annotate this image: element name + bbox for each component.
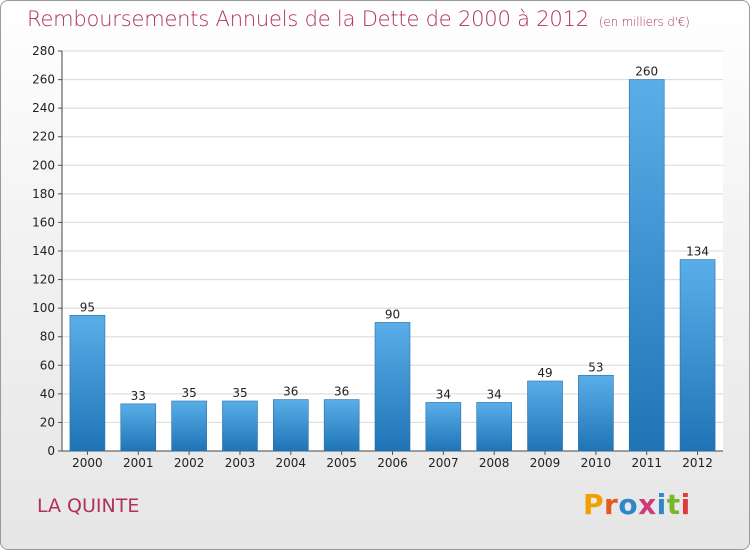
y-tick-label: 120 xyxy=(32,273,55,287)
chart-title-text: Remboursements Annuels de la Dette de 20… xyxy=(27,7,589,31)
y-tick-label: 180 xyxy=(32,187,55,201)
x-tick-label-2006: 2006 xyxy=(377,456,408,470)
bar-2010 xyxy=(578,374,614,452)
value-label-2000: 95 xyxy=(80,300,95,314)
value-label-2010: 53 xyxy=(588,360,603,374)
x-tick-label-2011: 2011 xyxy=(631,456,662,470)
logo-letter: r xyxy=(604,488,619,521)
value-label-2003: 35 xyxy=(232,386,247,400)
bar-2012 xyxy=(679,259,716,452)
value-label-2004: 36 xyxy=(283,385,298,399)
x-tick-label-2009: 2009 xyxy=(530,456,561,470)
x-tick-label-2004: 2004 xyxy=(276,456,307,470)
y-tick-label: 280 xyxy=(32,44,55,58)
logo-letter: i xyxy=(680,488,691,521)
y-tick-label: 40 xyxy=(40,387,55,401)
x-tick-label-2008: 2008 xyxy=(479,456,510,470)
bar-2007 xyxy=(425,402,462,452)
proxiti-logo: Proxiti xyxy=(583,488,691,521)
value-label-2008: 34 xyxy=(487,387,502,401)
y-tick-label: 260 xyxy=(32,73,55,87)
bar-2003 xyxy=(222,400,258,452)
value-label-2011: 260 xyxy=(635,65,658,79)
bar-2005 xyxy=(323,399,360,452)
value-label-2005: 36 xyxy=(334,385,349,399)
value-label-2012: 134 xyxy=(686,245,709,259)
bar-2006 xyxy=(374,322,411,452)
y-tick-label: 200 xyxy=(32,158,55,172)
bar-2011 xyxy=(628,79,665,452)
x-tick-label-2002: 2002 xyxy=(174,456,205,470)
x-tick-label-2003: 2003 xyxy=(225,456,256,470)
chart-unit: (en milliers d'€) xyxy=(598,15,690,29)
x-tick-label-2005: 2005 xyxy=(326,456,357,470)
x-tick-label-2007: 2007 xyxy=(428,456,459,470)
y-tick-label: 0 xyxy=(47,444,55,458)
y-tick-label: 80 xyxy=(40,330,55,344)
value-label-2009: 49 xyxy=(537,366,552,380)
y-tick-label: 220 xyxy=(32,130,55,144)
logo-letter: t xyxy=(666,488,681,521)
x-tick-label-2012: 2012 xyxy=(682,456,713,470)
logo-letter: P xyxy=(583,488,605,521)
logo-letter: o xyxy=(618,488,639,521)
bar-2009 xyxy=(527,380,563,452)
bar-2004 xyxy=(273,399,309,452)
value-label-2001: 33 xyxy=(131,389,146,403)
chart-title: Remboursements Annuels de la Dette de 20… xyxy=(27,7,690,31)
bar-2000 xyxy=(69,314,106,452)
y-tick-label: 240 xyxy=(32,101,55,115)
y-tick-label: 20 xyxy=(40,415,55,429)
logo-letter: i xyxy=(656,488,667,521)
y-tick-label: 60 xyxy=(40,358,55,372)
logo-letter: x xyxy=(638,488,657,521)
y-tick-label: 160 xyxy=(32,215,55,229)
x-tick-label-2010: 2010 xyxy=(581,456,612,470)
x-tick-label-2000: 2000 xyxy=(72,456,103,470)
y-tick-label: 140 xyxy=(32,244,55,258)
x-tick-label-2001: 2001 xyxy=(123,456,154,470)
value-label-2006: 90 xyxy=(385,307,400,321)
commune-name: LA QUINTE xyxy=(37,495,140,517)
y-tick-label: 100 xyxy=(32,301,55,315)
value-label-2007: 34 xyxy=(436,387,451,401)
bar-2001 xyxy=(120,403,157,452)
bar-2008 xyxy=(476,402,512,452)
value-label-2002: 35 xyxy=(181,386,196,400)
bar-2002 xyxy=(171,400,207,452)
